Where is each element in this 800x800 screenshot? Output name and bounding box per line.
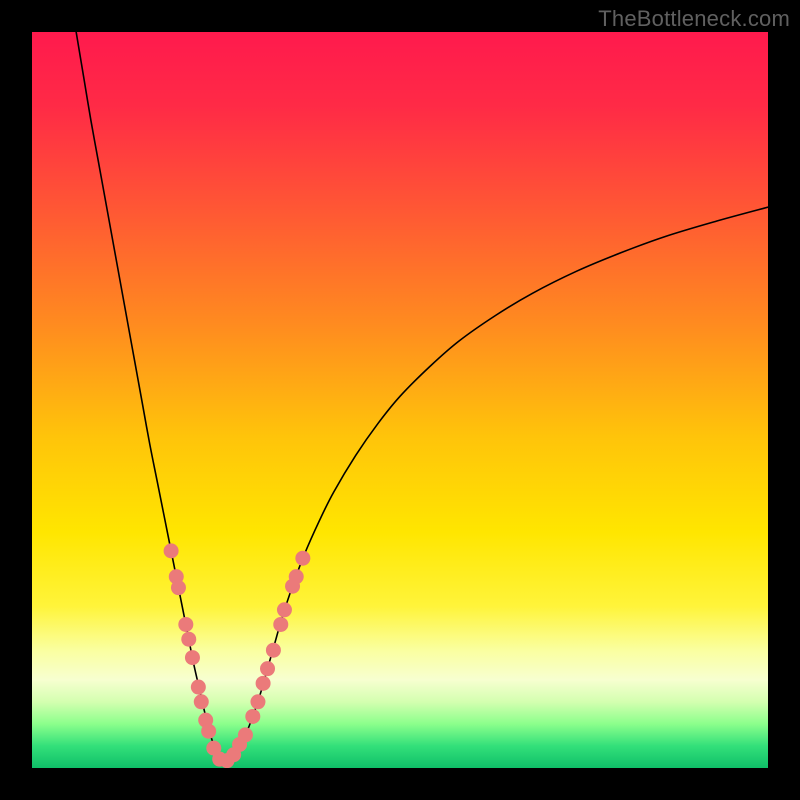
data-marker [266, 643, 281, 658]
data-marker [238, 727, 253, 742]
data-marker [295, 551, 310, 566]
data-marker [273, 617, 288, 632]
data-marker [185, 650, 200, 665]
data-marker [250, 694, 265, 709]
chart-svg [32, 32, 768, 768]
data-marker [191, 680, 206, 695]
data-marker [277, 602, 292, 617]
data-marker [289, 569, 304, 584]
data-marker [245, 709, 260, 724]
chart-container: TheBottleneck.com [0, 0, 800, 800]
data-marker [194, 694, 209, 709]
data-marker [256, 676, 271, 691]
data-marker [201, 724, 216, 739]
data-marker [260, 661, 275, 676]
data-marker [164, 543, 179, 558]
data-marker [171, 580, 186, 595]
data-marker [181, 632, 196, 647]
data-marker [178, 617, 193, 632]
watermark-text: TheBottleneck.com [598, 6, 790, 32]
